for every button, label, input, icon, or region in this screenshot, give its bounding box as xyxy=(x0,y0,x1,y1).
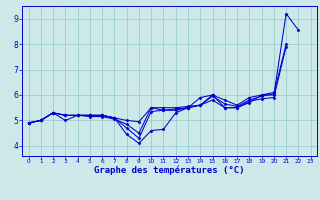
X-axis label: Graphe des températures (°C): Graphe des températures (°C) xyxy=(94,166,245,175)
